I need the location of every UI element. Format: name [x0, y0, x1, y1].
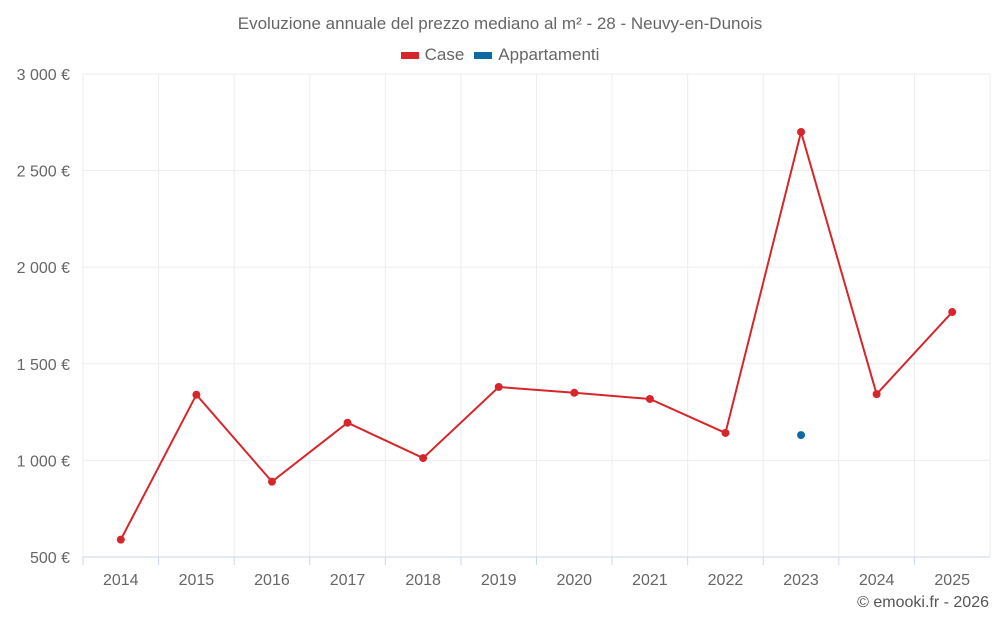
- data-point-case: [721, 428, 730, 437]
- legend-swatch-case: [400, 51, 419, 59]
- legend-label: Case: [424, 45, 465, 64]
- series-line-case: [119, 128, 953, 541]
- y-tick-label: 2 000 €: [17, 260, 70, 277]
- data-point-case: [872, 390, 881, 399]
- x-tick-label: 2014: [103, 572, 139, 589]
- y-tick-label: 2 500 €: [17, 164, 70, 181]
- data-point-case: [192, 390, 201, 399]
- x-tick-label: 2022: [708, 572, 744, 589]
- x-tick-label: 2019: [481, 572, 517, 589]
- x-tick-label: 2016: [254, 572, 290, 589]
- data-point-case: [267, 477, 276, 486]
- data-point-case: [797, 127, 806, 136]
- legend-item-appartamenti[interactable]: Appartamenti: [474, 45, 599, 65]
- x-tick-label: 2024: [859, 572, 895, 589]
- x-tick-label: 2017: [330, 572, 366, 589]
- y-tick-label: 500 €: [30, 550, 70, 567]
- legend-item-case[interactable]: Case: [400, 45, 465, 65]
- x-tick-label: 2020: [556, 572, 592, 589]
- y-tick-label: 1 500 €: [17, 357, 70, 374]
- x-tick-label: 2015: [179, 572, 215, 589]
- legend-swatch-appartamenti: [474, 51, 493, 59]
- x-tick-label: 2025: [934, 572, 970, 589]
- data-point-case: [645, 394, 654, 403]
- data-point-case: [948, 308, 957, 317]
- x-tick-label: 2023: [783, 572, 819, 589]
- data-point-case: [116, 535, 125, 544]
- legend: Case Appartamenti: [0, 45, 1000, 65]
- y-tick-label: 3 000 €: [17, 67, 70, 84]
- x-tick-label: 2018: [405, 572, 441, 589]
- data-point-case: [419, 454, 428, 463]
- credit: © emooki.fr - 2026: [857, 594, 989, 611]
- data-point-appartamenti: [797, 431, 806, 440]
- data-point-case: [494, 382, 503, 391]
- legend-label: Appartamenti: [498, 45, 600, 64]
- x-tick-label: 2021: [632, 572, 668, 589]
- data-point-case: [343, 418, 352, 427]
- y-tick-label: 1 000 €: [17, 453, 70, 470]
- data-point-case: [570, 388, 579, 397]
- chart-title: Evoluzione annuale del prezzo mediano al…: [237, 14, 763, 33]
